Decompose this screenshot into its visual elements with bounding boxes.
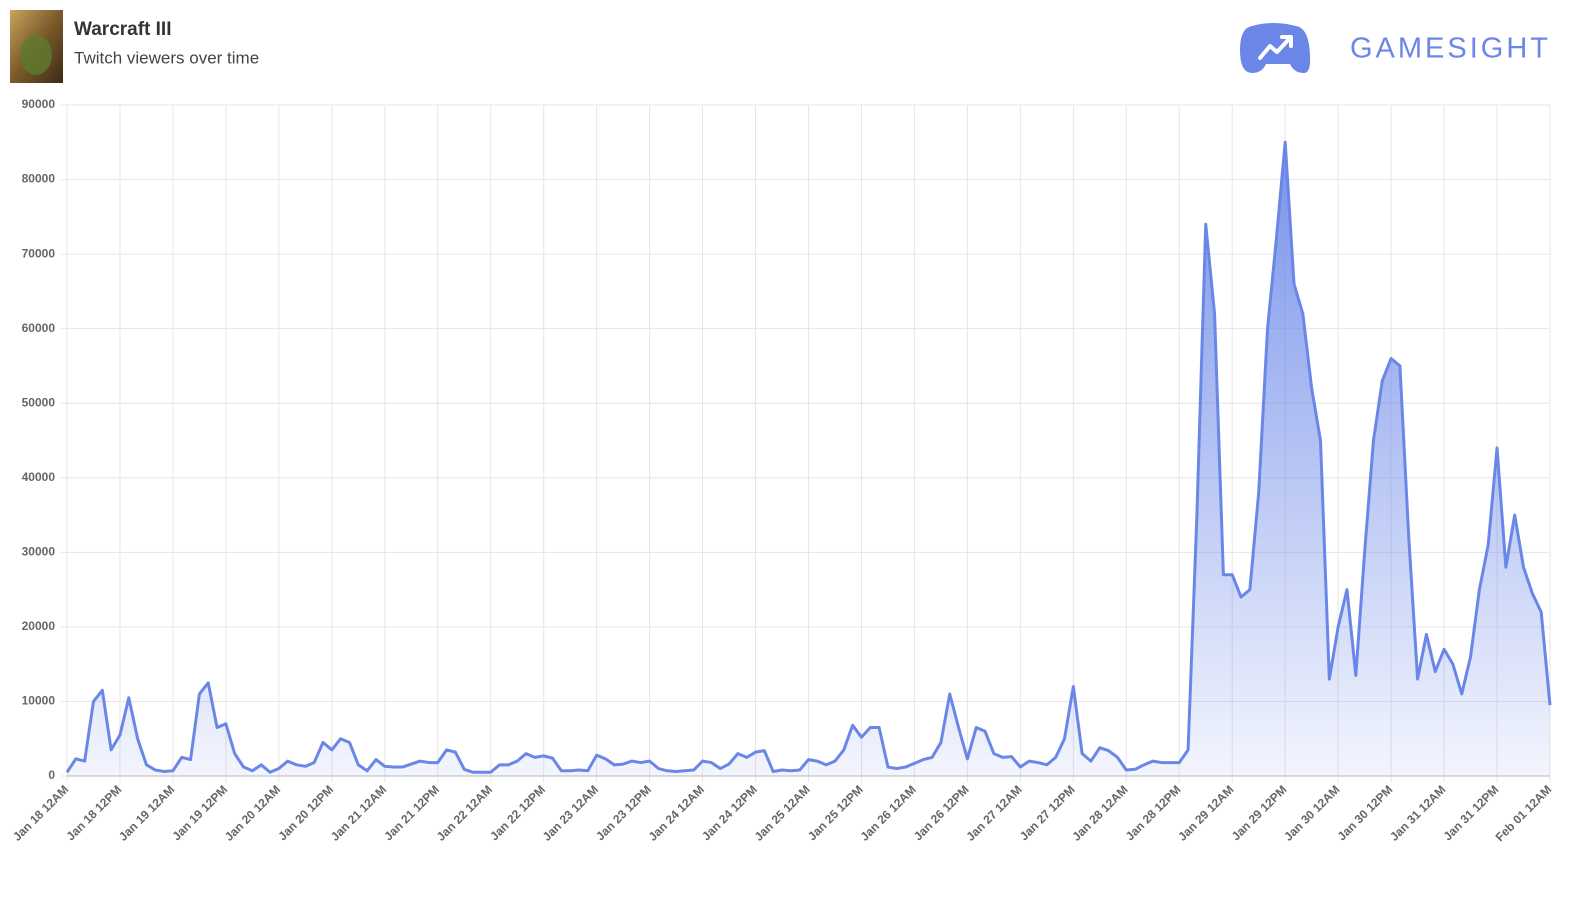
x-tick-label: Jan 18 12AM — [10, 782, 71, 843]
y-tick-label: 50000 — [22, 395, 56, 409]
y-tick-label: 70000 — [22, 246, 56, 260]
chart-title: Warcraft III — [74, 19, 172, 40]
y-tick-label: 80000 — [22, 172, 56, 186]
x-tick-label: Jan 24 12AM — [646, 782, 707, 843]
line — [65, 140, 1552, 774]
y-tick-label: 30000 — [22, 545, 56, 559]
brand-name: GAMESIGHT — [1350, 33, 1551, 65]
x-tick-label: Jan 22 12AM — [434, 782, 495, 843]
thumbnail-figure — [20, 35, 52, 75]
x-tick-label: Jan 31 12AM — [1387, 782, 1448, 843]
y-tick-label: 40000 — [22, 470, 56, 484]
plot: 0 10000 20000 30000 40000 50000 60000 70000 8000… — [10, 97, 1554, 844]
x-tick-label: Jan 27 12AM — [963, 782, 1024, 843]
area-fill — [67, 142, 1550, 776]
x-tick-label: Jan 29 12AM — [1175, 782, 1236, 843]
logo-arrowhead — [1280, 35, 1293, 48]
header: Warcraft III Twitch viewers over time GA… — [10, 10, 1551, 83]
x-tick-label: Jan 26 12AM — [857, 782, 918, 843]
x-tick-label: Jan 30 12AM — [1281, 782, 1342, 843]
y-tick-label: 20000 — [22, 619, 56, 633]
x-tick-label: Jan 21 12AM — [328, 782, 389, 843]
x-tick-label: Feb 01 12AM — [1493, 782, 1555, 844]
x-tick-label: Jan 28 12AM — [1069, 782, 1130, 843]
y-tick-label: 90000 — [22, 97, 56, 111]
x-tick-label: Jan 25 12AM — [752, 782, 813, 843]
y-tick-label: 60000 — [22, 321, 56, 335]
x-tick-label: Jan 19 12AM — [116, 782, 177, 843]
y-tick-label: 0 — [48, 768, 55, 782]
logo-arrow — [1258, 36, 1292, 60]
chart-subtitle: Twitch viewers over time — [74, 48, 259, 67]
x-tick-label: Jan 23 12AM — [540, 782, 601, 843]
x-tick-label: Jan 20 12AM — [222, 782, 283, 843]
y-tick-label: 10000 — [22, 694, 56, 708]
